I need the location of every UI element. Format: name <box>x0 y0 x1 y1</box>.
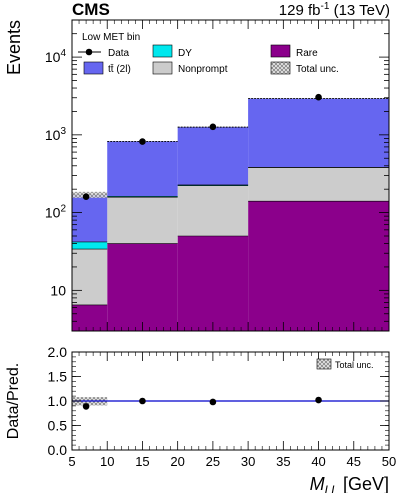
main-ytick-label-3: 104 <box>45 48 67 65</box>
legend-swatch-dy <box>152 44 173 58</box>
unc-band-0 <box>72 191 108 198</box>
ratio-ylabel: Data/Pred. <box>5 363 22 439</box>
main-ytick-label-1: 102 <box>45 204 67 221</box>
hist-bar-rare-3 <box>248 201 389 331</box>
legend-swatch-rare <box>270 44 291 58</box>
main-ylabel: Events <box>4 20 24 75</box>
ratio-xlabel: MLL [GeV] <box>310 474 389 493</box>
ratio-ytick-label-2: 1.0 <box>48 393 68 409</box>
hist-bar-nonprompt-0 <box>72 249 108 305</box>
ratio-ytick-label-3: 1.5 <box>48 369 68 385</box>
ratio-ytick-label-1: 0.5 <box>48 418 68 434</box>
ratio-point-1 <box>139 397 146 405</box>
legend-entry-nonprompt: Nonprompt <box>152 61 228 75</box>
ratio-legend: Total unc. <box>316 358 374 370</box>
ratio-axis-ticks: 0.0 0.5 1.0 1.5 2.0 5 10 15 20 25 30 35 40 45 50 <box>48 344 397 469</box>
ratio-xtick-label-0: 5 <box>68 454 75 469</box>
hist-bar-nonprompt-2 <box>177 185 249 237</box>
legend-label-rare: Rare <box>296 48 318 59</box>
lumi-label: 129 fb-1 (13 TeV) <box>279 1 390 19</box>
legend-marker-data <box>85 48 93 56</box>
ratio-point-0 <box>82 403 90 410</box>
legend-entry-dy: DY <box>152 44 192 59</box>
legend-swatch-total-unc <box>270 61 291 75</box>
ratio-xtick-label-5: 30 <box>241 454 255 469</box>
legend-entry-rare: Rare <box>270 44 318 59</box>
hist-bar-dy-1 <box>107 196 178 198</box>
ratio-xtick-label-3: 20 <box>170 454 184 469</box>
legend-label-data: Data <box>108 48 130 59</box>
main-annotation: Low MET bin <box>82 32 140 43</box>
main-panel: 10 102 103 104 Low MET bin Events Data DY R… <box>4 19 390 332</box>
stacked-histogram <box>72 98 389 331</box>
ratio-ytick-label-0: 0.0 <box>48 442 68 458</box>
data-point-2 <box>209 123 217 131</box>
data-point-1 <box>139 138 146 145</box>
ratio-xtick-label-8: 45 <box>347 454 361 469</box>
main-ytick-label-0: 10 <box>50 282 66 298</box>
legend-label-ttbar: tt̄ (2l) <box>108 63 131 75</box>
hist-bar-rare-1 <box>107 243 178 331</box>
data-point-0 <box>82 193 90 201</box>
ratio-xtick-label-4: 25 <box>206 454 220 469</box>
data-point-3 <box>315 93 322 101</box>
ratio-legend-swatch <box>316 358 332 370</box>
ratio-xtick-label-7: 40 <box>311 454 325 469</box>
ratio-xtick-label-2: 15 <box>135 454 149 469</box>
uncertainty-band <box>72 191 108 198</box>
legend-swatch-ttbar <box>83 61 104 75</box>
data-points <box>82 93 322 201</box>
ratio-point-2 <box>209 398 217 406</box>
hist-bar-ttl-3 <box>248 98 389 168</box>
ratio-ytick-label-4: 2.0 <box>48 344 68 360</box>
hist-bar-dy-2 <box>177 184 249 186</box>
hist-bar-nonprompt-1 <box>107 197 178 244</box>
ratio-xtick-label-6: 35 <box>276 454 290 469</box>
ratio-legend-label: Total unc. <box>335 360 374 370</box>
legend-entry-data: Data <box>78 48 130 59</box>
hist-bar-nonprompt-3 <box>248 167 389 202</box>
hist-bar-dy-0 <box>72 241 108 250</box>
legend: Data DY Rare tt̄ (2l) Nonprompt Total un… <box>78 44 339 75</box>
ratio-xtick-label-1: 10 <box>100 454 114 469</box>
ratio-point-3 <box>315 396 322 404</box>
legend-entry-ttbar: tt̄ (2l) <box>83 61 131 75</box>
ratio-xtick-label-9: 50 <box>382 454 396 469</box>
experiment-label: CMS <box>72 0 110 19</box>
hist-bar-ttl-1 <box>107 141 178 197</box>
ratio-points <box>82 396 322 410</box>
hist-bar-rare-0 <box>72 304 108 331</box>
legend-label-total-unc: Total unc. <box>296 64 339 75</box>
legend-entry-total-unc: Total unc. <box>270 61 339 75</box>
main-axis-ticks: 10 102 103 104 <box>45 19 390 332</box>
hist-bar-ttl-0 <box>72 194 108 242</box>
legend-swatch-nonprompt <box>152 61 173 75</box>
hist-bar-rare-2 <box>177 236 249 331</box>
legend-label-dy: DY <box>178 48 192 59</box>
hist-bar-ttl-2 <box>177 127 249 185</box>
ratio-panel: 0.0 0.5 1.0 1.5 2.0 5 10 15 20 25 30 35 40 45 50 Data/… <box>5 344 396 493</box>
legend-label-nonprompt: Nonprompt <box>178 64 228 75</box>
main-ytick-label-2: 103 <box>45 126 67 143</box>
